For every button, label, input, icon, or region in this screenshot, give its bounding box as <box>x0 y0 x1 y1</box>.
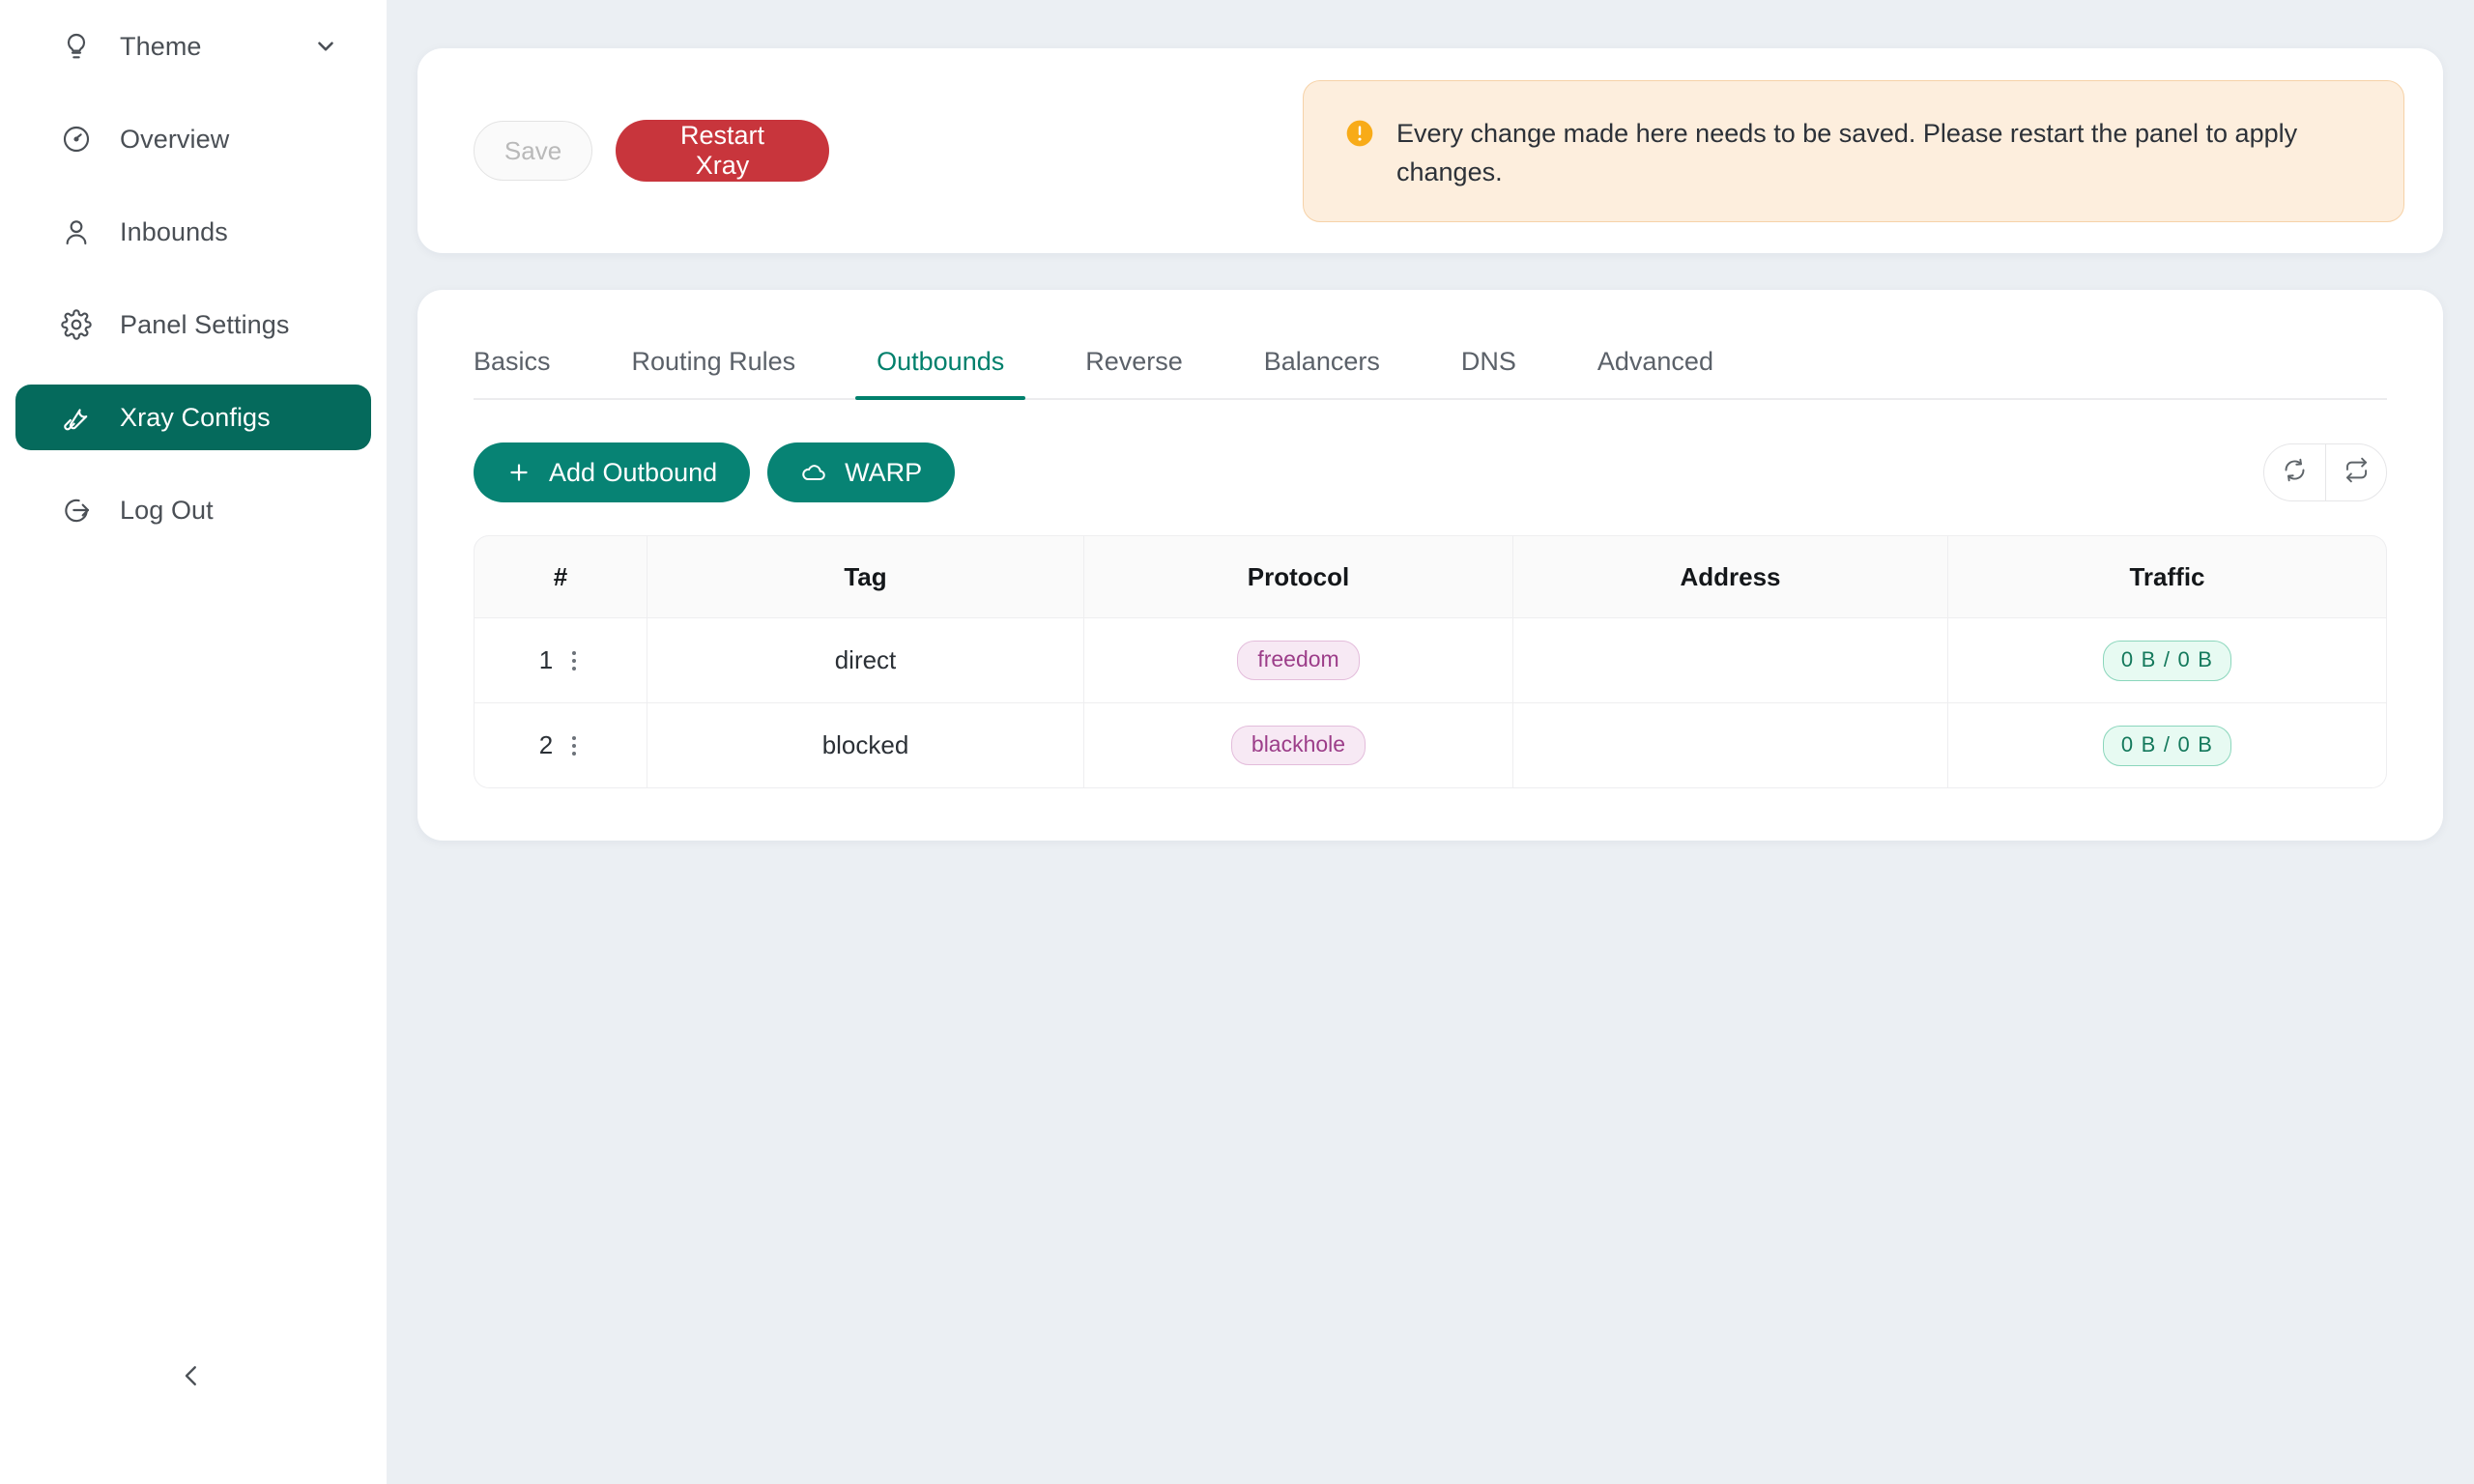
refresh-circle-icon <box>2282 457 2308 488</box>
traffic-badge: 0 B / 0 B <box>2102 640 2232 681</box>
row-menu-icon[interactable] <box>566 647 582 674</box>
xray-config-card: Basics Routing Rules Outbounds Reverse B… <box>417 290 2443 841</box>
cell-traffic: 0 B / 0 B <box>1948 618 2387 703</box>
sidebar-item-label: Theme <box>120 31 202 61</box>
sidebar-item-label: Overview <box>120 124 230 154</box>
gauge-icon <box>60 123 93 156</box>
restart-xray-button[interactable]: Restart Xray <box>616 120 829 182</box>
wrench-icon <box>60 401 93 434</box>
sidebar-item-inbounds[interactable]: Inbounds <box>15 199 371 265</box>
bulb-icon <box>60 30 93 63</box>
sidebar-item-label: Panel Settings <box>120 309 290 339</box>
table-body: 1 direct freedom 0 B / 0 B <box>474 618 2387 788</box>
cell-protocol: blackhole <box>1084 703 1513 788</box>
save-warning-alert: Every change made here needs to be saved… <box>1303 79 2404 222</box>
traffic-badge: 0 B / 0 B <box>2102 725 2232 766</box>
sidebar: Theme Overview Inbounds <box>0 0 387 1484</box>
sidebar-item-overview[interactable]: Overview <box>15 106 371 172</box>
warp-label: WARP <box>845 457 923 487</box>
sidebar-item-panel-settings[interactable]: Panel Settings <box>15 292 371 357</box>
row-number: 2 <box>538 730 554 759</box>
column-header-tag: Tag <box>647 535 1084 618</box>
column-header-index: # <box>474 535 647 618</box>
cloud-icon <box>800 459 827 486</box>
sidebar-collapse-button[interactable] <box>170 1356 213 1399</box>
protocol-badge: blackhole <box>1230 726 1366 765</box>
cell-traffic: 0 B / 0 B <box>1948 703 2387 788</box>
add-outbound-label: Add Outbound <box>549 457 718 487</box>
config-tabs: Basics Routing Rules Outbounds Reverse B… <box>474 330 2387 400</box>
sidebar-item-xray-configs[interactable]: Xray Configs <box>15 385 371 450</box>
cell-index: 2 <box>474 703 647 788</box>
column-header-protocol: Protocol <box>1084 535 1513 618</box>
protocol-badge: freedom <box>1237 641 1360 680</box>
table-header: # Tag Protocol Address Traffic <box>474 535 2387 618</box>
tab-outbounds[interactable]: Outbounds <box>855 347 1026 400</box>
sidebar-item-theme[interactable]: Theme <box>15 14 371 79</box>
refresh-button[interactable] <box>2264 444 2325 500</box>
row-menu-icon[interactable] <box>566 732 582 759</box>
sidebar-item-label: Inbounds <box>120 216 228 246</box>
outbounds-table: # Tag Protocol Address Traffic 1 <box>474 535 2387 788</box>
tab-basics[interactable]: Basics <box>474 347 551 376</box>
repeat-button[interactable] <box>2325 444 2386 500</box>
save-button[interactable]: Save <box>474 121 593 181</box>
main-content: Save Restart Xray Every change made here… <box>387 0 2474 1484</box>
sidebar-item-label: Xray Configs <box>120 402 271 432</box>
table-tools-group <box>2263 443 2387 501</box>
cell-protocol: freedom <box>1084 618 1513 703</box>
chevron-left-icon <box>177 1361 206 1395</box>
tab-dns[interactable]: DNS <box>1460 347 1516 376</box>
table-row[interactable]: 1 direct freedom 0 B / 0 B <box>474 618 2387 703</box>
gear-icon <box>60 308 93 341</box>
chevron-down-icon[interactable] <box>313 34 338 59</box>
tab-balancers[interactable]: Balancers <box>1263 347 1380 376</box>
table-header-row: # Tag Protocol Address Traffic <box>474 535 2387 618</box>
tab-advanced[interactable]: Advanced <box>1597 347 1713 376</box>
column-header-traffic: Traffic <box>1948 535 2387 618</box>
cell-address <box>1513 618 1948 703</box>
cell-tag: direct <box>647 618 1084 703</box>
column-header-address: Address <box>1513 535 1948 618</box>
warning-circle-icon <box>1344 118 1375 149</box>
add-outbound-button[interactable]: Add Outbound <box>474 442 751 502</box>
alert-message: Every change made here needs to be saved… <box>1396 118 2298 187</box>
cell-index: 1 <box>474 618 647 703</box>
cell-address <box>1513 703 1948 788</box>
repeat-icon <box>2344 457 2370 488</box>
user-icon <box>60 215 93 248</box>
table-row[interactable]: 2 blocked blackhole 0 B / 0 B <box>474 703 2387 788</box>
sidebar-item-log-out[interactable]: Log Out <box>15 477 371 543</box>
warp-button[interactable]: WARP <box>767 442 956 502</box>
row-number: 1 <box>538 645 554 674</box>
sidebar-item-label: Log Out <box>120 495 214 525</box>
cell-tag: blocked <box>647 703 1084 788</box>
top-action-card: Save Restart Xray Every change made here… <box>417 48 2443 253</box>
logout-icon <box>60 494 93 527</box>
tab-reverse[interactable]: Reverse <box>1085 347 1183 376</box>
tab-routing-rules[interactable]: Routing Rules <box>631 347 796 376</box>
plus-icon <box>506 460 532 485</box>
outbound-actions-bar: Add Outbound WARP <box>474 442 2387 502</box>
